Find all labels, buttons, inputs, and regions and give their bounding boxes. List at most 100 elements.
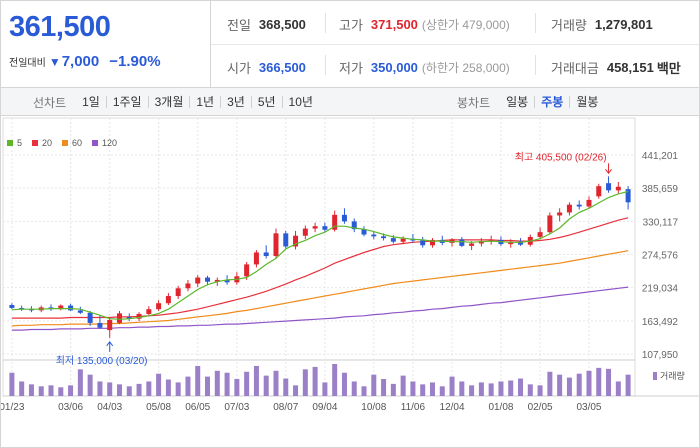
volume-bar [557,374,563,396]
x-tick-label: 02/05 [528,402,553,413]
volume-bar [283,378,289,396]
x-tick-label: 01/08 [488,402,513,413]
volume-bar [596,367,602,396]
x-tick-label: 04/03 [97,402,122,413]
candle-body [195,277,201,284]
y-tick-label: 219,034 [642,284,679,295]
candle-weekly[interactable]: 주봉 [534,96,569,108]
candle-body [58,305,64,310]
candle-monthly[interactable]: 월봉 [569,96,604,108]
x-tick-label: 09/04 [312,402,337,413]
candle-body [224,279,230,283]
legend-label: 20 [42,138,53,148]
y-tick-label: 441,201 [642,151,679,162]
period-1w[interactable]: 1주일 [105,96,148,108]
candle-body [77,310,83,313]
volume-bar [58,387,64,396]
volume-bar [234,379,240,396]
volume-bar [429,382,435,396]
min-arrow-icon [106,341,114,347]
candle-body [165,296,171,304]
period-10y[interactable]: 10년 [281,96,319,108]
period-5y[interactable]: 5년 [250,96,282,108]
y-tick-label: 385,659 [642,184,679,195]
open-value: 366,500 [258,60,306,75]
volume-bar [420,384,426,396]
legend-ma60: 60 [62,138,82,148]
x-tick-label: 11/06 [401,402,426,413]
volume-legend-swatch [653,372,657,380]
volume-bar [332,364,338,396]
candle-body [156,303,162,310]
candle-body [273,233,279,257]
legend-swatch [92,140,99,146]
change-row: 전일대비 ▼ 7,000 −1.90% [9,53,161,70]
candle-body [68,305,74,311]
divider [535,13,536,33]
candle-body [596,186,602,197]
candle-body [322,226,328,230]
candle-daily[interactable]: 일봉 [506,95,529,109]
period-1d[interactable]: 1일 [82,95,100,109]
quote-header: 361,500 전일대비 ▼ 7,000 −1.90% 전일 368,500 고… [0,0,700,88]
volume-bar [615,381,621,396]
period-3y[interactable]: 3년 [220,96,251,108]
volume-bar [371,374,377,396]
y-tick-label: 274,576 [642,251,679,262]
line-chart-label: 선차트 [33,95,67,110]
period-3m[interactable]: 3개월 [147,96,190,108]
candle-body [87,312,93,323]
y-tick-label: 330,117 [643,217,679,228]
ma-legend: 5 20 60 120 [7,138,127,148]
volume-bar [185,376,191,396]
volume-bar [38,386,44,396]
volume-bar [253,365,259,396]
candle-body [518,241,524,245]
max-annotation: 최고 405,500 (02/26) [515,151,607,163]
amount-unit: 백만 [656,61,681,76]
x-tick-label: 07/03 [224,402,249,413]
candle-body [429,239,435,246]
volume-bar [439,386,445,396]
low-label: 저가 [339,61,363,76]
candle-body [244,264,250,277]
volume-stat: 거래량 1,279,801 [551,15,653,34]
period-1y[interactable]: 1년 [189,96,220,108]
prev-close-value: 368,500 [258,17,306,32]
ma5-line [11,190,629,320]
max-arrow-icon [605,169,612,175]
y-tick-label: 107,950 [642,350,679,361]
volume-bar [576,373,582,396]
x-tick-label: 06/05 [185,402,210,413]
legend-swatch [62,140,69,146]
volume-bar [459,381,465,396]
volume-bar [87,374,93,396]
prev-close-label: 전일 [227,18,251,33]
min-annotation: 최저 135,000 (03/20) [56,355,148,367]
volume-bar [273,370,279,396]
candlestick-chart: 441,201 385,659 330,117 274,576 219,034 163,4… [1,117,699,413]
divider [535,55,536,75]
candle-types: 봉차트 일봉 주봉 월봉 [457,88,604,116]
x-tick-label: 12/04 [440,402,465,413]
candle-body [557,212,563,216]
legend-swatch [32,140,39,146]
candle-body [283,233,289,247]
candle-body [302,228,308,236]
candle-body [400,238,406,242]
change-percent: −1.90% [109,53,161,70]
volume-bar [322,382,328,396]
candle-body [126,316,132,319]
volume-value: 1,279,801 [594,17,653,32]
candle-body [420,240,426,246]
legend-ma5: 5 [7,138,22,148]
change-label: 전일대비 [9,58,46,69]
ma120-line [11,286,629,331]
line-chart-periods: 선차트 1일 1주일 3개월 1년 3년 5년 10년 [33,88,319,116]
ma20-line [11,217,629,319]
candle-body [97,322,103,328]
volume-bar [263,375,269,396]
volume-bar [165,379,171,396]
candle-body [576,204,582,207]
volume-bar [244,371,250,396]
